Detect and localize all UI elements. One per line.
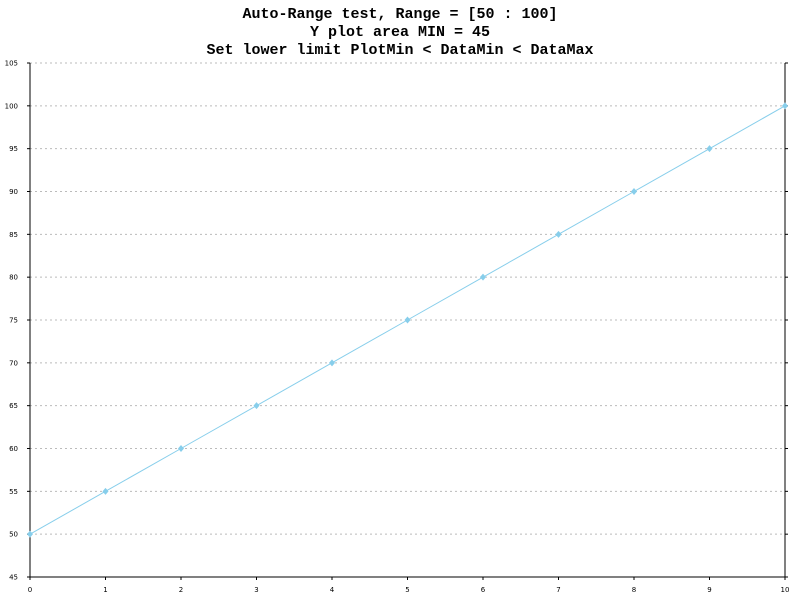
x-tick-label: 7 (556, 586, 560, 594)
y-tick-label: 45 (9, 574, 18, 582)
chart-title: Auto-Range test, Range = [50 : 100] (242, 6, 557, 23)
y-tick-label: 100 (5, 102, 18, 110)
x-tick-label: 3 (254, 586, 258, 594)
y-tick-label: 50 (9, 531, 18, 539)
y-tick-label: 85 (9, 231, 18, 239)
y-tick-label: 75 (9, 317, 18, 325)
data-point (253, 402, 260, 410)
x-tick-label: 2 (179, 586, 183, 594)
chart-title: Set lower limit PlotMin < DataMin < Data… (206, 42, 593, 59)
y-tick-label: 70 (9, 359, 18, 367)
x-tick-label: 10 (781, 586, 790, 594)
y-tick-label: 90 (9, 188, 18, 196)
x-tick-label: 0 (28, 586, 32, 594)
x-tick-label: 5 (405, 586, 409, 594)
y-tick-label: 60 (9, 445, 18, 453)
x-tick-label: 6 (481, 586, 486, 594)
data-point (178, 445, 184, 452)
data-point (404, 316, 411, 324)
x-tick-label: 8 (632, 586, 636, 594)
data-point (706, 145, 713, 153)
y-tick-label: 80 (9, 274, 18, 282)
x-tick-label: 9 (707, 586, 711, 594)
data-point (782, 102, 788, 110)
y-tick-label: 105 (5, 60, 18, 68)
y-tick-label: 95 (9, 145, 18, 153)
x-tick-label: 1 (103, 586, 107, 594)
y-tick-label: 55 (9, 488, 18, 496)
chart-title: Y plot area MIN = 45 (310, 24, 490, 41)
data-point (27, 530, 33, 538)
y-tick-label: 65 (9, 402, 18, 410)
data-point (631, 188, 637, 195)
data-point (555, 230, 562, 238)
data-point (329, 359, 335, 367)
data-point (480, 273, 486, 281)
x-tick-label: 4 (330, 586, 335, 594)
data-point (102, 487, 109, 495)
